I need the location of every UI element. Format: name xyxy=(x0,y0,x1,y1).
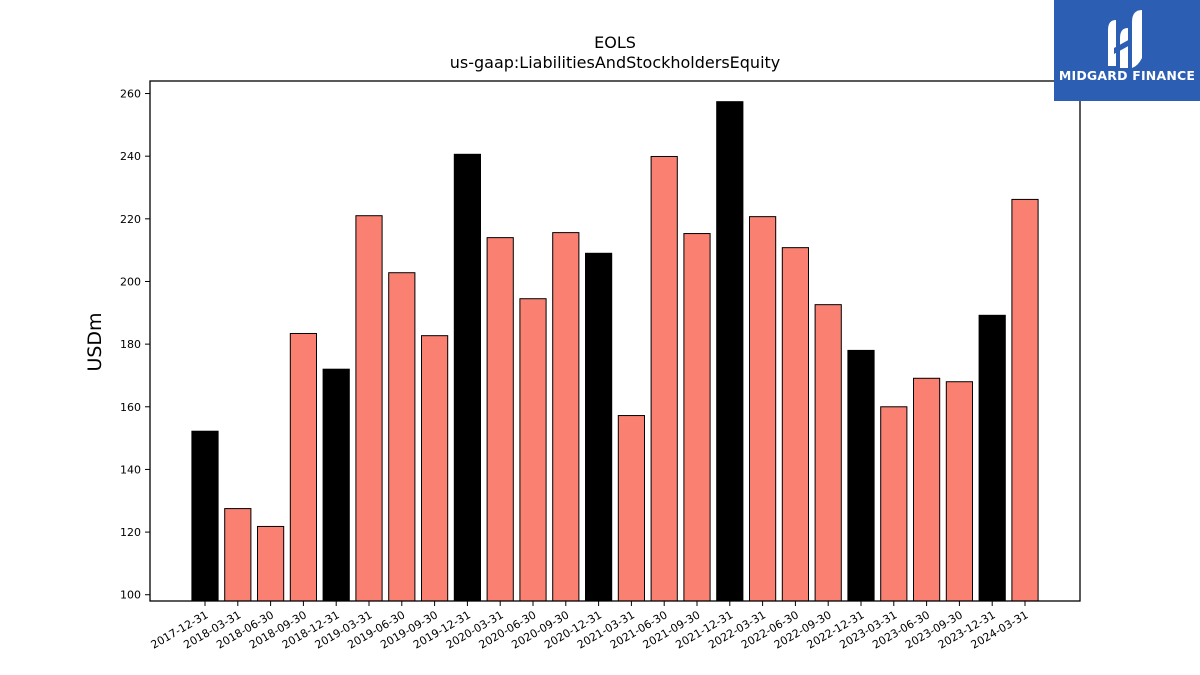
bar-2019-09-30 xyxy=(421,335,449,602)
bar-2023-06-30 xyxy=(913,377,941,602)
bar-2022-09-30 xyxy=(814,304,842,602)
x-axis-ticks: 2017-12-312018-03-312018-06-302018-09-30… xyxy=(149,601,1031,652)
bar-2023-03-31 xyxy=(880,406,908,602)
bar-2021-06-30 xyxy=(650,155,678,602)
y-tick-label: 140 xyxy=(120,463,141,476)
bar-2019-03-31 xyxy=(355,215,383,602)
bar-2021-03-31 xyxy=(617,415,645,602)
bar-2021-12-31 xyxy=(716,101,744,602)
bar-2019-12-31 xyxy=(453,153,481,602)
y-tick-label: 200 xyxy=(120,275,141,288)
y-tick-label: 100 xyxy=(120,589,141,602)
bar-2023-12-31 xyxy=(978,314,1006,602)
bar-2019-06-30 xyxy=(388,272,416,602)
bar-2024-03-31 xyxy=(1011,198,1039,602)
bar-2018-09-30 xyxy=(289,332,317,602)
y-axis-label: USDm xyxy=(84,312,106,371)
y-tick-label: 120 xyxy=(120,526,141,539)
midgard-finance-logo: MIDGARD FINANCE xyxy=(1054,0,1200,101)
bar-2023-09-30 xyxy=(945,381,973,602)
bar-2018-03-31 xyxy=(224,508,252,602)
y-axis-ticks: 100 120 140 160 180 200 220 240 260 xyxy=(120,88,150,602)
bar-2020-03-31 xyxy=(486,237,514,602)
bar-2021-09-30 xyxy=(683,233,711,602)
bar-2017-12-31 xyxy=(191,430,219,602)
bar-2022-03-31 xyxy=(749,216,777,602)
bar-2020-06-30 xyxy=(519,298,547,602)
logo-text: MIDGARD FINANCE xyxy=(1058,68,1196,83)
bar-2018-12-31 xyxy=(322,368,350,602)
bar-2022-06-30 xyxy=(781,247,809,602)
bar-2018-06-30 xyxy=(257,525,285,602)
y-tick-label: 160 xyxy=(120,401,141,414)
plot-frame xyxy=(149,80,1081,602)
bar-2022-12-31 xyxy=(847,349,875,602)
chart-subtitle: us-gaap:LiabilitiesAndStockholdersEquity xyxy=(450,53,781,72)
y-tick-label: 260 xyxy=(120,88,141,101)
chart-title: EOLS xyxy=(594,33,636,52)
midgard-logo-icon xyxy=(1108,10,1142,68)
y-tick-label: 220 xyxy=(120,213,141,226)
bars-group xyxy=(191,101,1039,602)
bar-2020-12-31 xyxy=(585,252,613,602)
y-tick-label: 240 xyxy=(120,150,141,163)
bar-2020-09-30 xyxy=(552,232,580,602)
y-tick-label: 180 xyxy=(120,338,141,351)
